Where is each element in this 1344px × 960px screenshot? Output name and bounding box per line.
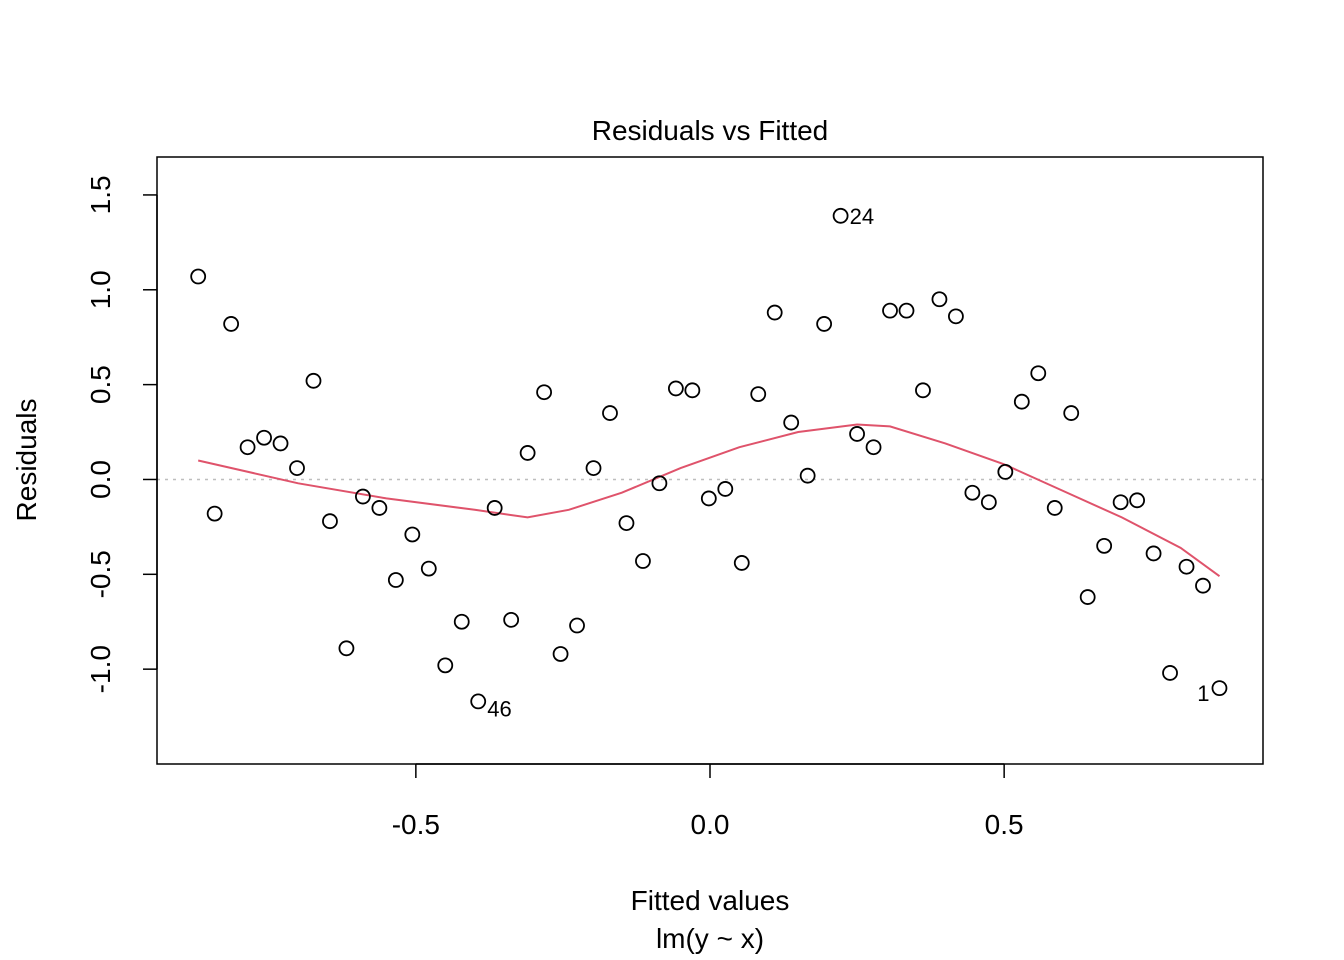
y-tick-label: -0.5 [85,550,116,598]
data-point [289,460,305,476]
data-point [305,372,322,389]
point-label: 1 [1197,681,1209,706]
y-tick-label: 1.0 [85,270,116,309]
data-point [486,500,503,516]
data-point [700,490,717,507]
data-point [898,302,915,319]
data-point [1211,680,1228,697]
x-axis: -0.5 0.0 0.5 [392,763,1024,840]
data-point [849,426,865,442]
data-point [980,494,997,511]
data-point [832,207,849,224]
data-point [931,291,948,308]
data-point [635,553,651,569]
data-point [585,460,602,476]
data-point [453,613,470,630]
y-tick-label: -1.0 [85,645,116,693]
x-tick-label: -0.5 [392,809,440,840]
data-point [519,445,536,461]
data-point [552,646,569,662]
data-point [338,640,355,657]
data-point [799,467,816,484]
data-point [371,500,388,516]
data-point [1129,492,1146,509]
plot-area: 46 24 1 [157,204,1263,721]
data-point [1178,558,1195,575]
plot-frame [156,156,1264,765]
data-point [882,302,898,319]
y-tick-label: 0.0 [85,460,116,499]
data-point [569,617,585,634]
data-point [239,439,256,456]
data-point [322,513,338,530]
data-point [915,382,931,399]
data-point [1096,537,1113,554]
data-point [190,268,207,285]
y-axis: -1.0 -0.5 0.0 0.5 1.0 1.5 [85,175,158,693]
data-point [1162,665,1178,681]
data-point [387,572,404,588]
data-point [420,560,437,577]
data-point [964,484,981,501]
data-point [1046,500,1063,516]
x-tick-label: 0.0 [691,809,730,840]
point-label: 46 [487,696,511,721]
x-axis-label: Fitted values [631,885,790,916]
data-point [206,505,223,522]
data-point [1063,405,1080,421]
data-point [256,429,272,446]
data-point [684,382,701,399]
data-point [272,435,289,452]
data-point [997,463,1014,480]
data-point [503,611,520,628]
data-point [865,439,882,456]
y-axis-label: Residuals [11,399,42,522]
point-label: 24 [850,204,874,229]
y-tick-label: 0.5 [85,365,116,404]
y-tick-label: 1.5 [85,175,116,214]
data-point [602,405,618,421]
data-point [1079,589,1096,605]
data-point [1030,365,1047,382]
data-point [1013,393,1030,410]
data-point [437,657,454,674]
data-point [223,316,240,332]
data-point [717,481,734,497]
data-point [404,526,421,543]
data-point [783,414,800,431]
data-point [948,308,964,325]
data-point [766,304,783,321]
data-point [667,380,684,397]
data-point [733,555,750,571]
x-tick-label: 0.5 [985,809,1024,840]
data-point [355,488,371,505]
data-point [1145,545,1162,562]
data-point [536,384,552,401]
data-point [470,693,487,710]
smooth-line [197,423,1221,578]
data-point [1195,577,1211,594]
data-point [651,475,668,492]
data-point [816,316,833,332]
chart-title: Residuals vs Fitted [592,115,829,146]
data-point [1112,494,1129,511]
x-axis-sublabel: lm(y ~ x) [656,923,764,954]
data-point [750,386,767,403]
data-point [618,515,635,531]
